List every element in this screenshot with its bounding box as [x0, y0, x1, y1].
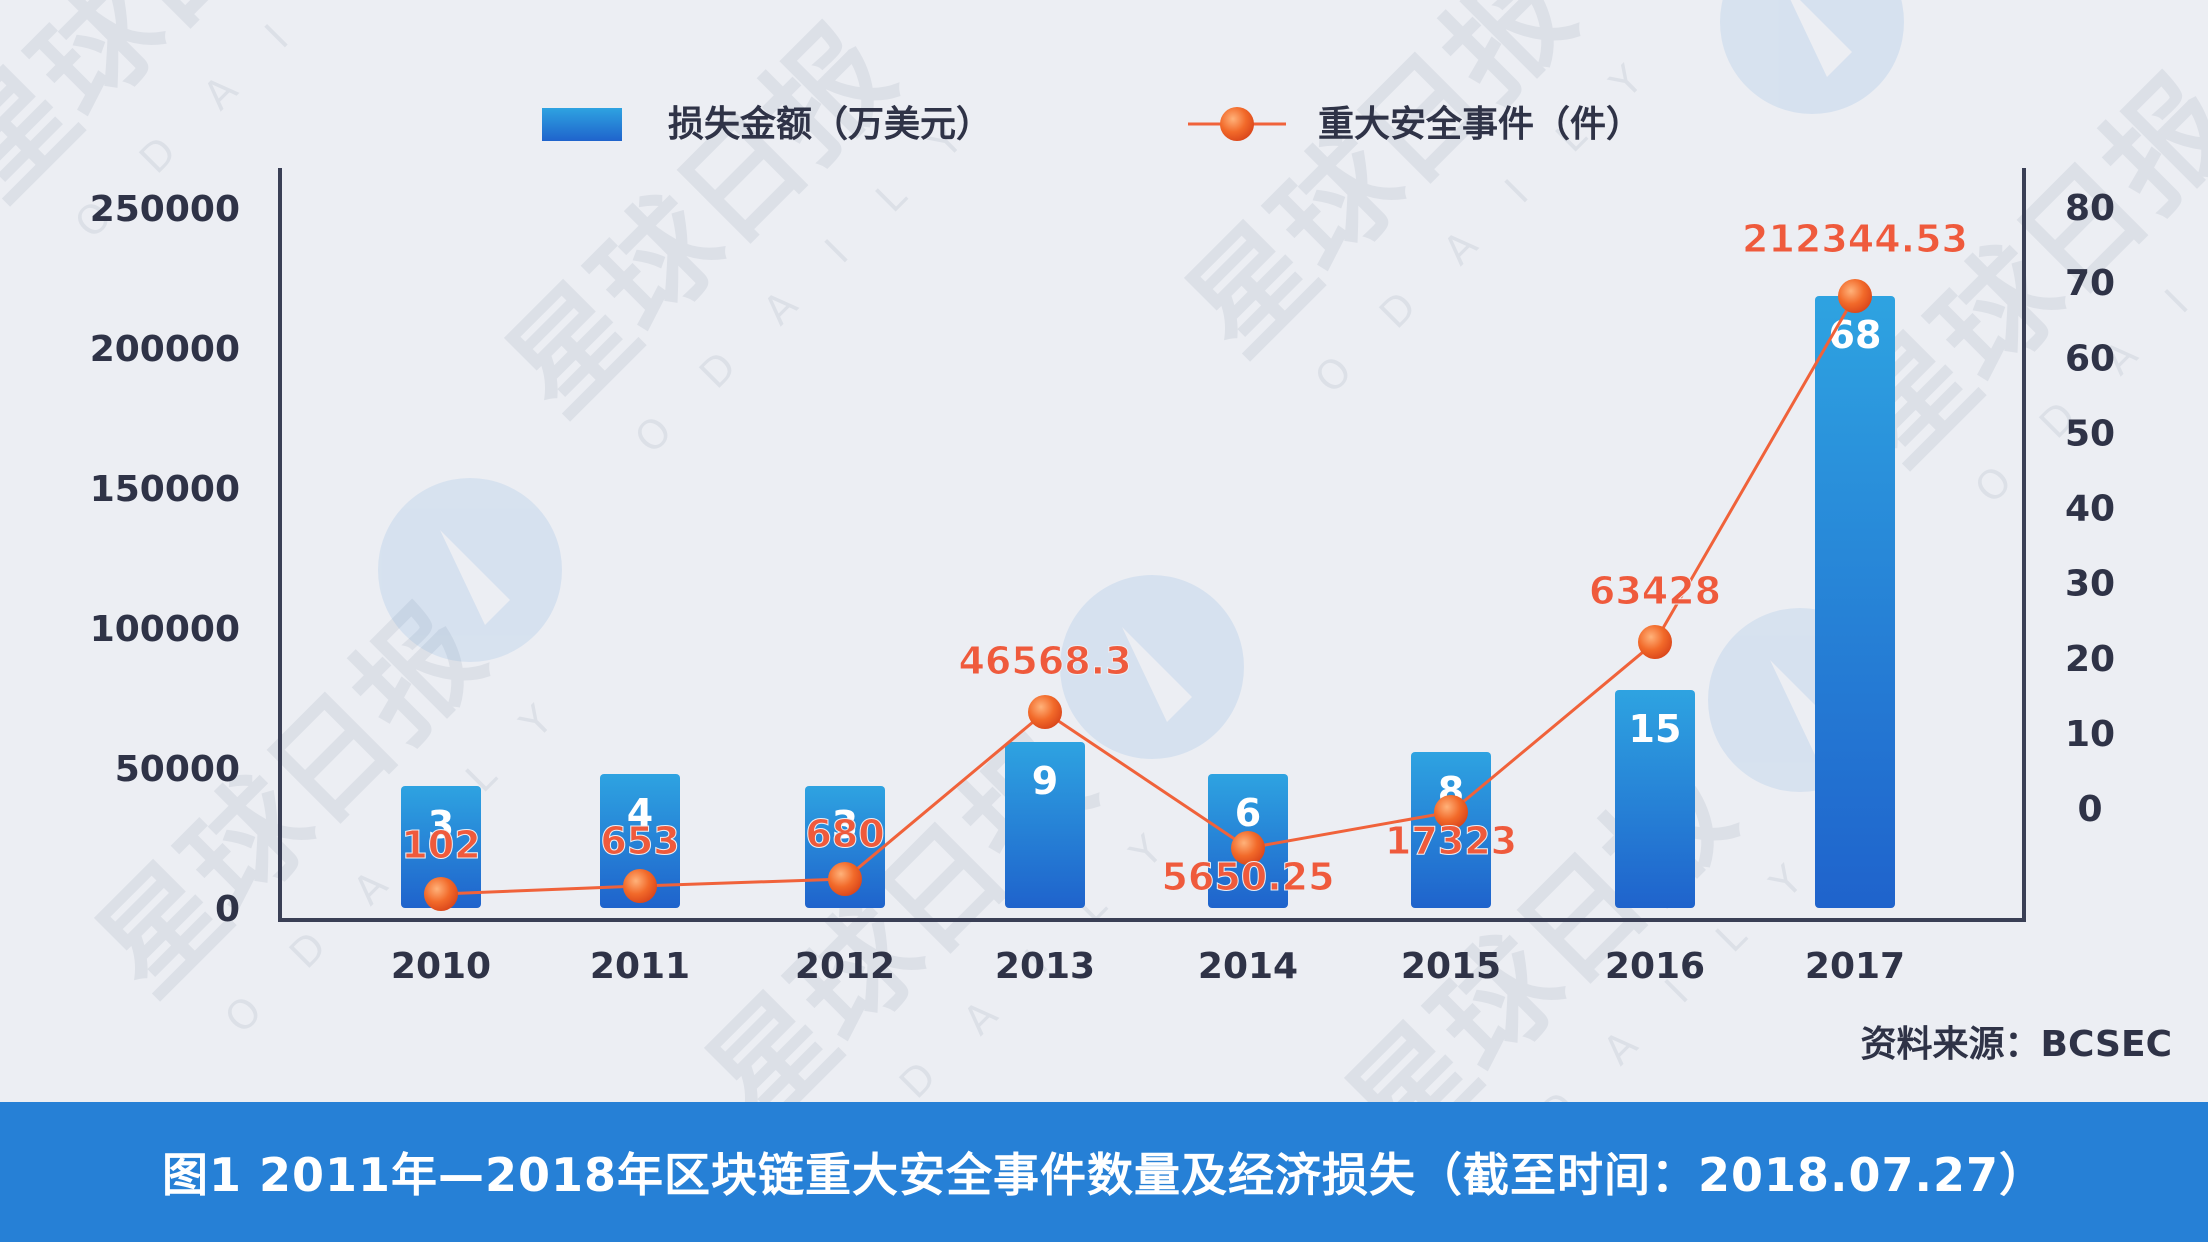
x-tick-label: 2012 [795, 946, 895, 987]
left-tick-label: 0 [215, 889, 240, 930]
loss-point-marker [1838, 279, 1872, 313]
bar: 9 [1005, 742, 1085, 908]
bar-value-label: 4 [627, 791, 653, 835]
legend-bar-swatch [542, 108, 622, 141]
left-tick-label: 50000 [115, 749, 240, 790]
bar-value-label: 9 [1032, 759, 1058, 803]
right-tick-label: 40 [2065, 489, 2115, 530]
loss-value-label: 653 [600, 819, 679, 863]
line-series: 102 653 680 46568.3 5650.25 17323 63428 212344.… [401, 217, 1968, 911]
loss-value-label: 212344.53 [1742, 217, 1968, 261]
bar-value-label: 68 [1829, 313, 1882, 357]
bar: 68 [1815, 296, 1895, 908]
watermark-logo-icon [378, 478, 562, 662]
bar-value-label: 3 [428, 803, 454, 847]
bar: 3 [401, 786, 481, 908]
x-axis-ticks: 2010 2011 2012 2013 2014 2015 2016 2017 [391, 946, 1905, 987]
right-tick-label: 10 [2065, 714, 2115, 755]
x-tick-label: 2016 [1605, 946, 1705, 987]
right-axis-ticks: 80 70 60 50 40 30 20 10 0 [2065, 188, 2115, 830]
left-tick-label: 250000 [90, 189, 240, 230]
x-tick-label: 2017 [1805, 946, 1905, 987]
bar-value-label: 3 [832, 803, 858, 847]
left-axis-ticks: 250000 200000 150000 100000 50000 0 [90, 189, 240, 930]
right-tick-label: 60 [2065, 338, 2115, 379]
loss-point-marker [1028, 695, 1062, 729]
loss-value-label: 680 [805, 812, 884, 856]
loss-point-marker [1434, 795, 1468, 829]
legend-bar-label: 损失金额（万美元） [668, 103, 992, 145]
figure-caption: 图1 2011年—2018年区块链重大安全事件数量及经济损失（截至时间：2018… [161, 1148, 2047, 1202]
right-tick-label: 50 [2065, 413, 2115, 454]
watermark-logo-icon [1720, 0, 1904, 114]
x-tick-label: 2014 [1198, 946, 1298, 987]
bar: 15 [1615, 690, 1695, 908]
loss-value-label: 46568.3 [958, 639, 1131, 683]
loss-point-marker [1638, 625, 1672, 659]
right-tick-label: 70 [2065, 263, 2115, 304]
loss-point-marker [1231, 831, 1265, 865]
axes [278, 168, 2026, 922]
bar-rect [1005, 742, 1085, 908]
loss-point-marker [623, 869, 657, 903]
bar-value-label: 15 [1629, 707, 1682, 751]
watermark-logo-icon [1060, 575, 1244, 759]
left-tick-label: 200000 [90, 329, 240, 370]
x-tick-label: 2013 [995, 946, 1095, 987]
legend-line-marker [1220, 107, 1254, 141]
right-tick-label: 80 [2065, 188, 2115, 229]
bar-rect [600, 774, 680, 908]
right-tick-label: 20 [2065, 639, 2115, 680]
loss-line [440, 295, 1857, 896]
right-tick-label: 30 [2065, 564, 2115, 605]
x-tick-label: 2010 [391, 946, 491, 987]
bar-rect [401, 786, 481, 908]
loss-value-label: 5650.25 [1161, 855, 1334, 899]
bar-rect [1411, 752, 1491, 908]
bar-value-label: 6 [1235, 791, 1261, 835]
left-tick-label: 150000 [90, 469, 240, 510]
legend-line-label: 重大安全事件（件） [1318, 103, 1642, 145]
bar-rect [1615, 690, 1695, 908]
bar: 3 [805, 786, 885, 908]
x-tick-label: 2011 [590, 946, 690, 987]
loss-value-label: 63428 [1589, 569, 1721, 613]
left-tick-label: 100000 [90, 609, 240, 650]
source-note: 资料来源：BCSEC [1861, 1024, 2172, 1065]
right-tick-label: 0 [2077, 789, 2102, 830]
loss-point-marker [828, 862, 862, 896]
loss-point-marker [424, 877, 458, 911]
x-tick-label: 2015 [1401, 946, 1501, 987]
caption-bar: 图1 2011年—2018年区块链重大安全事件数量及经济损失（截至时间：2018… [0, 1102, 2208, 1242]
legend: 损失金额（万美元） 重大安全事件（件） [542, 103, 1642, 145]
loss-value-label: 102 [401, 823, 480, 867]
bar-rect [1815, 296, 1895, 908]
bar-rect [805, 786, 885, 908]
loss-value-label: 17323 [1385, 819, 1517, 863]
bar: 4 [600, 774, 680, 908]
